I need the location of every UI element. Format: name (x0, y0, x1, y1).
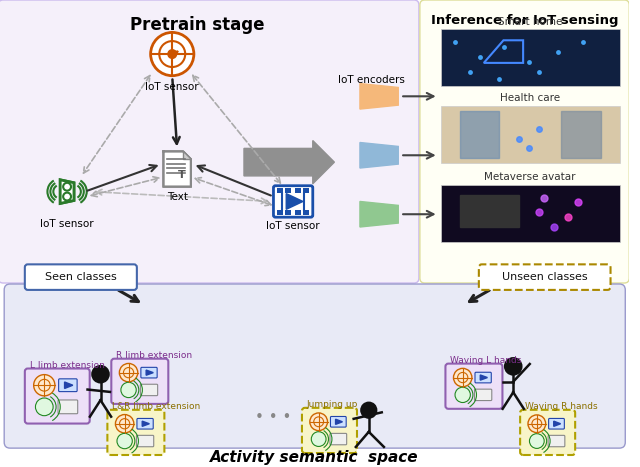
Polygon shape (65, 382, 73, 389)
FancyBboxPatch shape (295, 188, 301, 192)
FancyBboxPatch shape (285, 188, 291, 192)
Text: Seen classes: Seen classes (45, 272, 116, 282)
Circle shape (92, 366, 109, 382)
Circle shape (454, 368, 472, 387)
Text: Unseen classes: Unseen classes (502, 272, 588, 282)
FancyBboxPatch shape (303, 210, 309, 215)
Circle shape (528, 415, 546, 432)
Text: R limb extension: R limb extension (116, 351, 193, 360)
Polygon shape (360, 84, 398, 109)
FancyBboxPatch shape (277, 210, 284, 215)
Circle shape (159, 41, 185, 67)
Circle shape (34, 375, 55, 396)
FancyBboxPatch shape (474, 389, 492, 401)
Circle shape (505, 358, 522, 375)
FancyBboxPatch shape (111, 359, 168, 404)
Text: Activity semantic  space: Activity semantic space (211, 450, 419, 465)
Text: IoT sensor: IoT sensor (145, 82, 199, 92)
FancyBboxPatch shape (58, 400, 77, 414)
Text: IoT sensor: IoT sensor (266, 221, 320, 231)
FancyBboxPatch shape (440, 106, 620, 163)
FancyBboxPatch shape (4, 284, 625, 448)
FancyBboxPatch shape (330, 417, 346, 427)
Polygon shape (244, 141, 334, 184)
Circle shape (455, 387, 470, 403)
Circle shape (311, 432, 326, 446)
Circle shape (63, 192, 71, 200)
Text: T: T (178, 170, 186, 180)
Text: Jumping up: Jumping up (307, 400, 358, 409)
Polygon shape (360, 201, 398, 227)
Text: Health care: Health care (500, 93, 560, 103)
Polygon shape (60, 180, 74, 204)
Circle shape (361, 403, 376, 418)
Text: Metaverse avatar: Metaverse avatar (484, 172, 576, 182)
Text: Waving L hands: Waving L hands (451, 355, 522, 365)
Circle shape (529, 434, 544, 448)
FancyBboxPatch shape (548, 435, 565, 447)
Text: L&R limb extension: L&R limb extension (112, 402, 200, 411)
FancyBboxPatch shape (295, 210, 301, 215)
FancyBboxPatch shape (303, 188, 309, 192)
FancyBboxPatch shape (302, 408, 357, 453)
FancyBboxPatch shape (59, 379, 77, 392)
Circle shape (35, 398, 53, 416)
FancyBboxPatch shape (479, 264, 611, 290)
FancyBboxPatch shape (285, 210, 291, 215)
FancyBboxPatch shape (25, 368, 90, 424)
FancyBboxPatch shape (440, 29, 620, 86)
FancyBboxPatch shape (273, 186, 313, 217)
Circle shape (310, 413, 328, 431)
Text: Smart home: Smart home (498, 16, 562, 27)
Polygon shape (286, 194, 303, 209)
Circle shape (117, 433, 132, 449)
Circle shape (115, 415, 134, 433)
Text: L limb extension: L limb extension (29, 361, 104, 369)
FancyBboxPatch shape (108, 410, 164, 455)
Text: Inference for IoT sensing: Inference for IoT sensing (431, 14, 619, 27)
Polygon shape (460, 111, 499, 158)
FancyBboxPatch shape (25, 264, 137, 290)
Polygon shape (335, 419, 342, 425)
Polygon shape (480, 375, 488, 380)
FancyBboxPatch shape (141, 368, 157, 378)
Text: IoT sensor: IoT sensor (40, 219, 94, 229)
Polygon shape (163, 151, 191, 187)
Polygon shape (183, 151, 191, 159)
Polygon shape (360, 142, 398, 168)
FancyBboxPatch shape (137, 418, 153, 429)
FancyBboxPatch shape (440, 185, 620, 242)
Polygon shape (554, 421, 561, 426)
Polygon shape (561, 111, 601, 158)
FancyBboxPatch shape (420, 0, 629, 283)
Text: Text: Text (166, 191, 188, 202)
Circle shape (121, 382, 136, 397)
Circle shape (150, 32, 194, 76)
Text: Waving R hands: Waving R hands (525, 402, 598, 411)
FancyBboxPatch shape (475, 372, 492, 383)
FancyBboxPatch shape (136, 435, 154, 447)
Circle shape (63, 183, 71, 191)
FancyBboxPatch shape (330, 433, 347, 445)
FancyBboxPatch shape (277, 188, 284, 192)
Text: IoT encoders: IoT encoders (339, 75, 405, 85)
Text: Pretrain stage: Pretrain stage (129, 16, 264, 34)
FancyBboxPatch shape (520, 410, 575, 455)
Circle shape (120, 363, 138, 382)
Circle shape (168, 50, 177, 58)
FancyBboxPatch shape (140, 384, 157, 396)
Polygon shape (142, 421, 149, 426)
Polygon shape (146, 370, 154, 375)
Text: • • •: • • • (255, 410, 292, 425)
FancyBboxPatch shape (445, 364, 502, 409)
Polygon shape (60, 180, 74, 204)
FancyBboxPatch shape (548, 418, 564, 429)
Polygon shape (460, 195, 519, 227)
FancyBboxPatch shape (0, 0, 419, 283)
